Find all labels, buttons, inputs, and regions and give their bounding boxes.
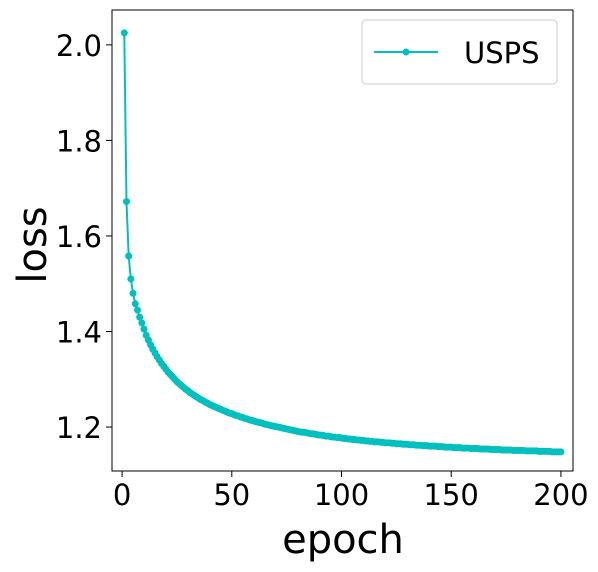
point: [140, 325, 148, 333]
point: [122, 198, 130, 206]
point: [138, 319, 146, 327]
point: [557, 448, 565, 456]
plot-frame: [111, 9, 574, 472]
y-tick-label: 1.6: [56, 220, 102, 254]
y-axis-label: loss: [10, 206, 56, 283]
point: [133, 306, 141, 314]
point: [131, 300, 139, 308]
x-tick-label: 100: [314, 478, 369, 512]
y-tick-label: 1.8: [56, 124, 102, 158]
y-tick-label: 2.0: [56, 29, 102, 63]
legend-label: USPS: [464, 36, 540, 70]
point: [120, 29, 128, 37]
x-tick-label: 200: [533, 478, 588, 512]
point: [136, 313, 144, 321]
y-tick-label: 1.4: [56, 316, 102, 350]
x-tick-label: 150: [424, 478, 479, 512]
y-tick-label: 1.2: [56, 411, 102, 445]
legend-marker: [402, 48, 410, 56]
point: [125, 252, 133, 260]
x-axis-label: epoch: [282, 517, 404, 563]
x-tick-label: 50: [213, 478, 250, 512]
point: [127, 275, 135, 283]
point: [129, 289, 137, 297]
x-tick-label: 0: [113, 478, 131, 512]
legend-box: [361, 19, 558, 85]
